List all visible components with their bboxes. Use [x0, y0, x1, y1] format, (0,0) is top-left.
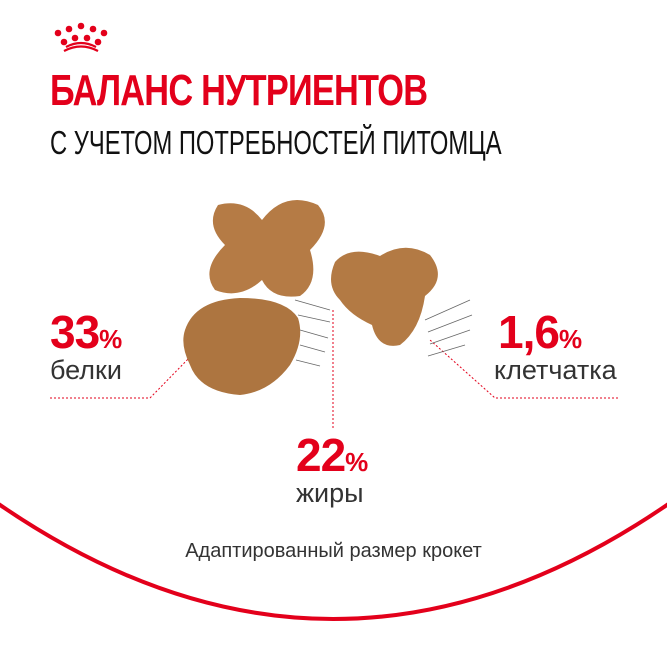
leader-lines [50, 310, 618, 430]
fat-label: жиры [296, 478, 364, 508]
nutrient-protein: 33% белки [50, 305, 122, 386]
nutrient-fiber: 1,6% клетчатка [494, 305, 617, 386]
protein-value: 33% [50, 306, 122, 358]
fat-value: 22% [296, 429, 368, 481]
royal-canin-crown-logo [54, 22, 108, 52]
caption: Адаптированный размер крокет [185, 540, 482, 562]
fiber-label: клетчатка [494, 355, 617, 385]
protein-label: белки [50, 355, 122, 385]
fiber-value: 1,6% [498, 306, 582, 358]
page-title: БАЛАНС НУТРИЕНТОВ [50, 66, 428, 115]
kibble-trefoil [331, 247, 438, 346]
kibble-x-shape [209, 200, 325, 297]
motion-lines [294, 299, 473, 367]
kibble-triangle [183, 298, 301, 395]
page-subtitle: С УЧЕТОМ ПОТРЕБНОСТЕЙ ПИТОМЦА [50, 124, 502, 161]
decorative-arc [0, 502, 667, 621]
nutrient-fat: 22% жиры [296, 428, 368, 509]
